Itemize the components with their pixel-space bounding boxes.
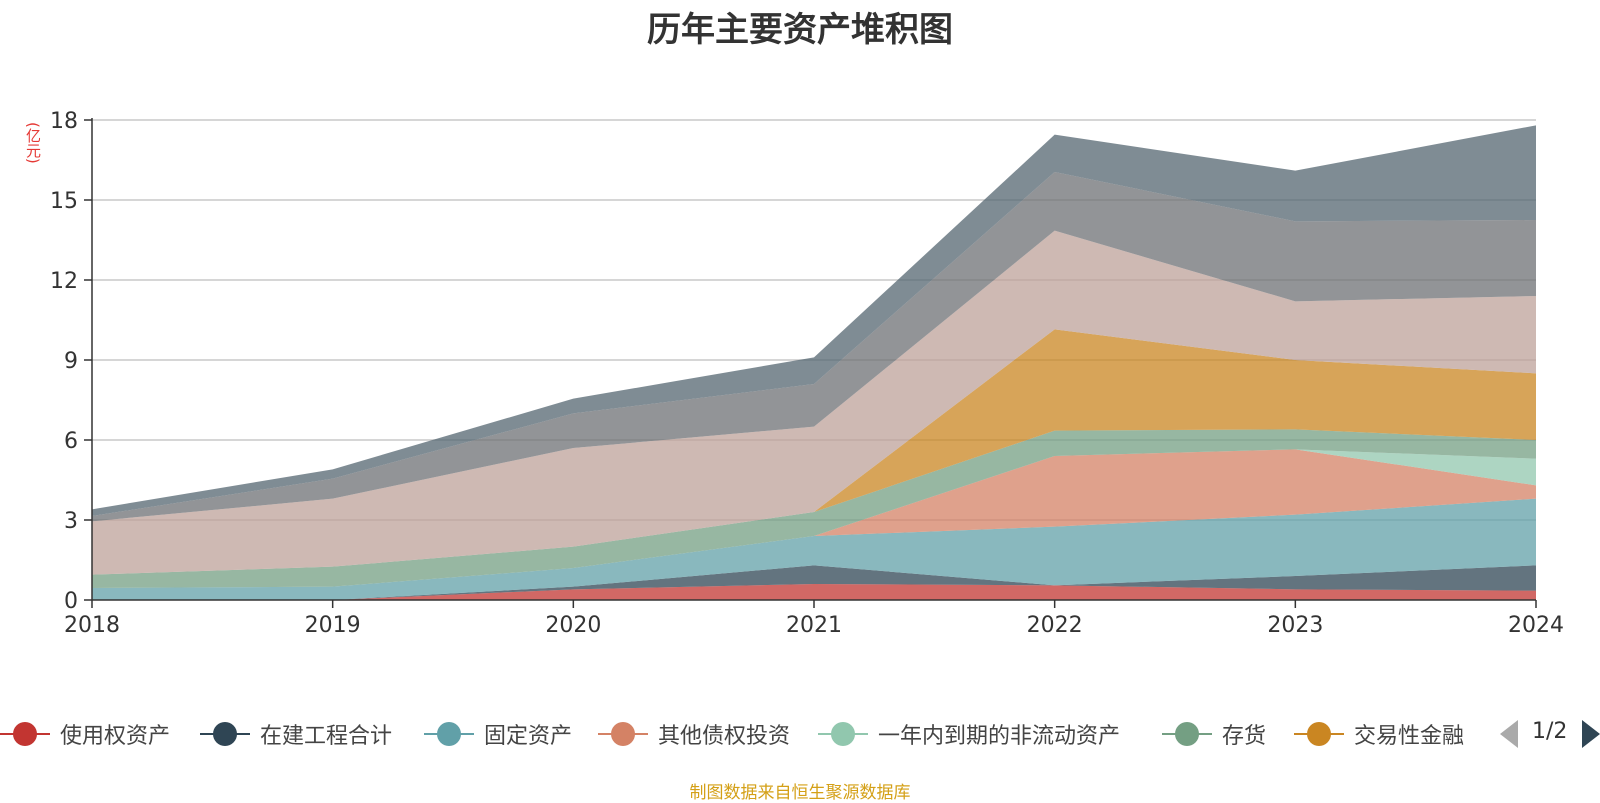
area-series-5 bbox=[92, 429, 1536, 588]
legend-prev-page-arrow-icon[interactable] bbox=[1500, 720, 1518, 748]
legend-marker bbox=[424, 722, 474, 746]
y-tick-label-5: 15 bbox=[50, 189, 78, 214]
y-axis-unit-label: (亿元) bbox=[24, 122, 42, 164]
area-series-8 bbox=[92, 172, 1536, 522]
area-series-4 bbox=[92, 449, 1536, 588]
legend-label: 交易性金融 bbox=[1354, 724, 1465, 749]
legend-marker bbox=[1162, 722, 1212, 746]
legend-next-page-arrow-icon[interactable] bbox=[1582, 720, 1600, 748]
area-series-2 bbox=[92, 498, 1536, 600]
y-tick-label-0: 0 bbox=[64, 589, 78, 614]
area-series-1 bbox=[92, 565, 1536, 600]
area-series-0 bbox=[92, 584, 1536, 600]
legend-label: 其他债权投资 bbox=[658, 724, 791, 749]
legend-marker bbox=[818, 722, 868, 746]
x-tick-label-2: 2020 bbox=[545, 613, 601, 638]
y-tick-label-2: 6 bbox=[64, 429, 78, 454]
stacked-area-chart: 0 3 6 9 12 15 18 2018 2019 2020 2021 2022 2023 2024 bbox=[50, 109, 1564, 638]
x-tick-label-1: 2019 bbox=[305, 613, 361, 638]
legend-page-indicator: 1/2 bbox=[1532, 719, 1568, 744]
legend-item-trading-financial-assets[interactable]: 交易性金融 bbox=[1294, 716, 1464, 752]
legend-item-other-debt-investment[interactable]: 其他债权投资 bbox=[598, 716, 790, 752]
y-tick-label-6: 18 bbox=[50, 109, 78, 134]
x-tick-label-6: 2024 bbox=[1508, 613, 1564, 638]
chart-legend: 使用权资产 在建工程合计 固定资产 其他债权投资 一年内到期的非流动资产 存货 … bbox=[0, 716, 1600, 752]
y-tick-label-1: 3 bbox=[64, 509, 78, 534]
data-source-note: 制图数据来自恒生聚源数据库 bbox=[689, 783, 911, 803]
x-tick-label-4: 2022 bbox=[1027, 613, 1083, 638]
legend-item-inventory[interactable]: 存货 bbox=[1162, 716, 1266, 752]
x-tick-label-5: 2023 bbox=[1267, 613, 1323, 638]
area-series-6 bbox=[92, 329, 1536, 575]
area-series-9 bbox=[92, 125, 1536, 516]
legend-label: 存货 bbox=[1222, 724, 1267, 749]
legend-label: 在建工程合计 bbox=[260, 724, 393, 749]
legend-marker bbox=[598, 722, 648, 746]
legend-label: 一年内到期的非流动资产 bbox=[878, 724, 1121, 749]
area-series-3 bbox=[92, 449, 1536, 588]
legend-marker bbox=[1294, 722, 1344, 746]
legend-item-construction-in-progress[interactable]: 在建工程合计 bbox=[200, 716, 392, 752]
chart-title: 历年主要资产堆积图 bbox=[647, 10, 953, 50]
legend-item-right-of-use-assets[interactable]: 使用权资产 bbox=[0, 716, 170, 752]
legend-label: 使用权资产 bbox=[60, 724, 171, 749]
x-tick-label-0: 2018 bbox=[64, 613, 120, 638]
legend-label: 固定资产 bbox=[484, 724, 573, 749]
legend-item-non-current-assets-due-within-one-year[interactable]: 一年内到期的非流动资产 bbox=[818, 716, 1120, 752]
y-tick-label-4: 12 bbox=[50, 269, 78, 294]
legend-item-fixed-assets[interactable]: 固定资产 bbox=[424, 716, 572, 752]
x-tick-label-3: 2021 bbox=[786, 613, 842, 638]
area-series-7 bbox=[92, 230, 1536, 575]
legend-marker bbox=[0, 722, 50, 746]
legend-pager: 1/2 bbox=[1498, 716, 1600, 752]
legend-marker bbox=[200, 722, 250, 746]
y-tick-label-3: 9 bbox=[64, 349, 78, 374]
